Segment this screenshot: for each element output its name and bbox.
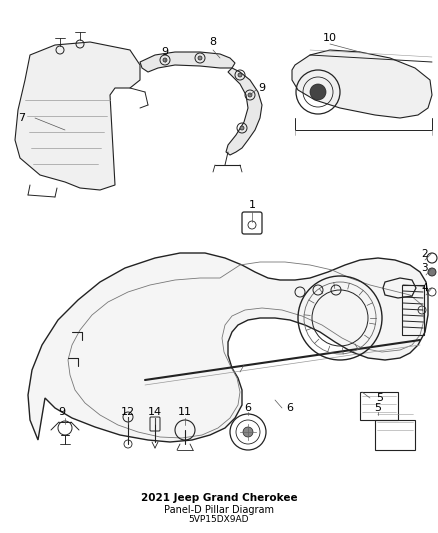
Bar <box>375 420 415 450</box>
Text: 9: 9 <box>162 47 169 57</box>
Bar <box>360 392 398 420</box>
Circle shape <box>248 93 252 97</box>
Circle shape <box>310 84 326 100</box>
Text: 6: 6 <box>244 403 251 413</box>
Text: 4: 4 <box>421 283 428 293</box>
Text: 9: 9 <box>58 407 66 417</box>
Polygon shape <box>292 50 432 118</box>
Polygon shape <box>140 52 235 72</box>
Text: 1: 1 <box>248 200 255 210</box>
Circle shape <box>238 73 242 77</box>
Circle shape <box>428 268 436 276</box>
Text: 6: 6 <box>286 403 293 413</box>
Text: 5VP15DX9AD: 5VP15DX9AD <box>189 515 249 524</box>
Circle shape <box>198 56 202 60</box>
Text: 8: 8 <box>209 37 216 47</box>
Text: 11: 11 <box>178 407 192 417</box>
Text: 10: 10 <box>323 33 337 43</box>
Text: 5: 5 <box>377 393 384 403</box>
Polygon shape <box>28 253 428 442</box>
Text: 14: 14 <box>148 407 162 417</box>
Circle shape <box>243 427 253 437</box>
Text: 9: 9 <box>258 83 265 93</box>
Circle shape <box>240 126 244 130</box>
Circle shape <box>163 58 167 62</box>
Text: 12: 12 <box>121 407 135 417</box>
Text: 2021 Jeep Grand Cherokee: 2021 Jeep Grand Cherokee <box>141 493 297 503</box>
Text: Panel-D Pillar Diagram: Panel-D Pillar Diagram <box>164 505 274 515</box>
Polygon shape <box>226 68 262 155</box>
Text: 5: 5 <box>374 403 381 413</box>
Text: 2: 2 <box>421 249 428 259</box>
Text: 7: 7 <box>18 113 25 123</box>
Polygon shape <box>15 42 140 190</box>
Text: 3: 3 <box>421 263 428 273</box>
